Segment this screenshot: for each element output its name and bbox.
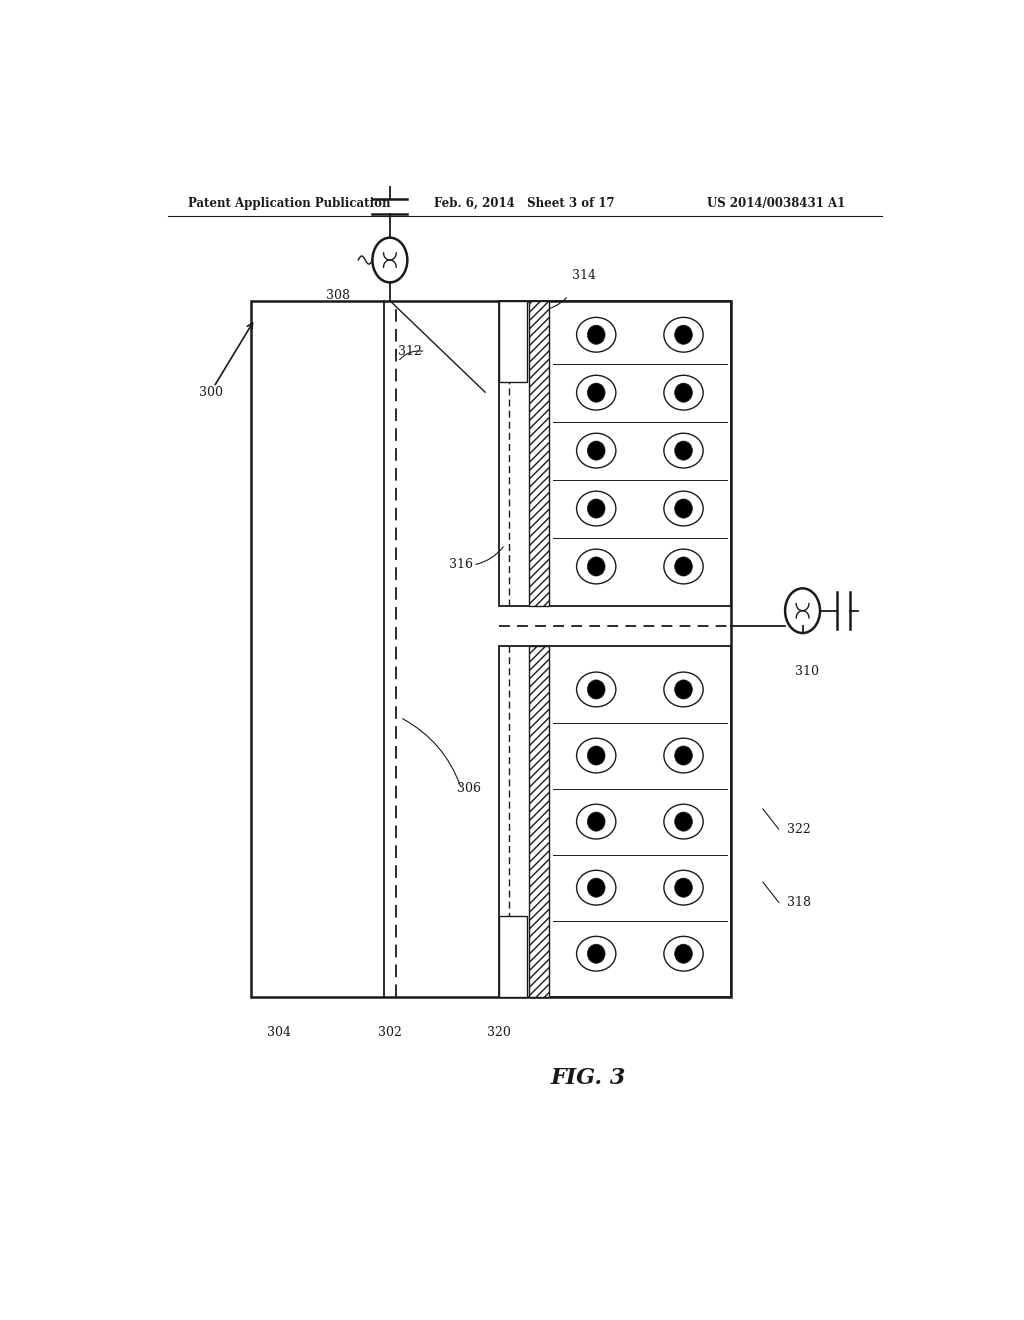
Ellipse shape: [588, 557, 605, 576]
Text: 304: 304: [267, 1026, 291, 1039]
Ellipse shape: [664, 375, 703, 411]
Bar: [500, 301, 527, 381]
Text: 302: 302: [378, 1026, 401, 1039]
Ellipse shape: [675, 680, 692, 700]
Ellipse shape: [588, 680, 605, 700]
Ellipse shape: [588, 944, 605, 964]
Ellipse shape: [664, 317, 703, 352]
Bar: [528, 301, 549, 606]
Ellipse shape: [664, 870, 703, 906]
Ellipse shape: [664, 549, 703, 583]
Text: 308: 308: [327, 289, 350, 302]
Text: 320: 320: [487, 1026, 511, 1039]
Text: 300: 300: [200, 385, 223, 399]
Ellipse shape: [577, 317, 615, 352]
Ellipse shape: [577, 936, 615, 972]
Text: 314: 314: [572, 269, 596, 281]
Ellipse shape: [675, 383, 692, 403]
Ellipse shape: [664, 433, 703, 469]
Ellipse shape: [577, 375, 615, 411]
Text: 322: 322: [786, 822, 810, 836]
Text: 310: 310: [795, 665, 818, 678]
Ellipse shape: [675, 557, 692, 576]
Ellipse shape: [675, 499, 692, 519]
Ellipse shape: [588, 441, 605, 461]
Ellipse shape: [577, 870, 615, 906]
Text: US 2014/0038431 A1: US 2014/0038431 A1: [708, 197, 846, 210]
Ellipse shape: [577, 672, 615, 706]
Ellipse shape: [675, 878, 692, 898]
Ellipse shape: [588, 878, 605, 898]
Ellipse shape: [588, 383, 605, 403]
Ellipse shape: [577, 433, 615, 469]
Bar: [528, 647, 549, 997]
Ellipse shape: [588, 325, 605, 345]
Ellipse shape: [664, 804, 703, 840]
Ellipse shape: [577, 738, 615, 774]
Text: 312: 312: [397, 345, 422, 358]
Ellipse shape: [577, 549, 615, 583]
Ellipse shape: [588, 746, 605, 766]
Ellipse shape: [675, 441, 692, 461]
Bar: [500, 647, 731, 997]
Ellipse shape: [577, 804, 615, 840]
Text: 316: 316: [450, 558, 473, 572]
Text: FIG. 3: FIG. 3: [551, 1068, 626, 1089]
Text: Feb. 6, 2014   Sheet 3 of 17: Feb. 6, 2014 Sheet 3 of 17: [433, 197, 614, 210]
Ellipse shape: [664, 936, 703, 972]
Ellipse shape: [664, 672, 703, 706]
Ellipse shape: [664, 738, 703, 774]
Text: 306: 306: [458, 781, 481, 795]
Bar: [500, 916, 527, 997]
Bar: [251, 301, 731, 997]
Ellipse shape: [675, 325, 692, 345]
Ellipse shape: [577, 491, 615, 525]
Ellipse shape: [675, 746, 692, 766]
Ellipse shape: [664, 491, 703, 525]
Text: 318: 318: [786, 896, 811, 909]
Ellipse shape: [675, 944, 692, 964]
Ellipse shape: [588, 499, 605, 519]
Bar: [500, 301, 731, 606]
Ellipse shape: [675, 812, 692, 832]
Text: Patent Application Publication: Patent Application Publication: [187, 197, 390, 210]
Ellipse shape: [588, 812, 605, 832]
